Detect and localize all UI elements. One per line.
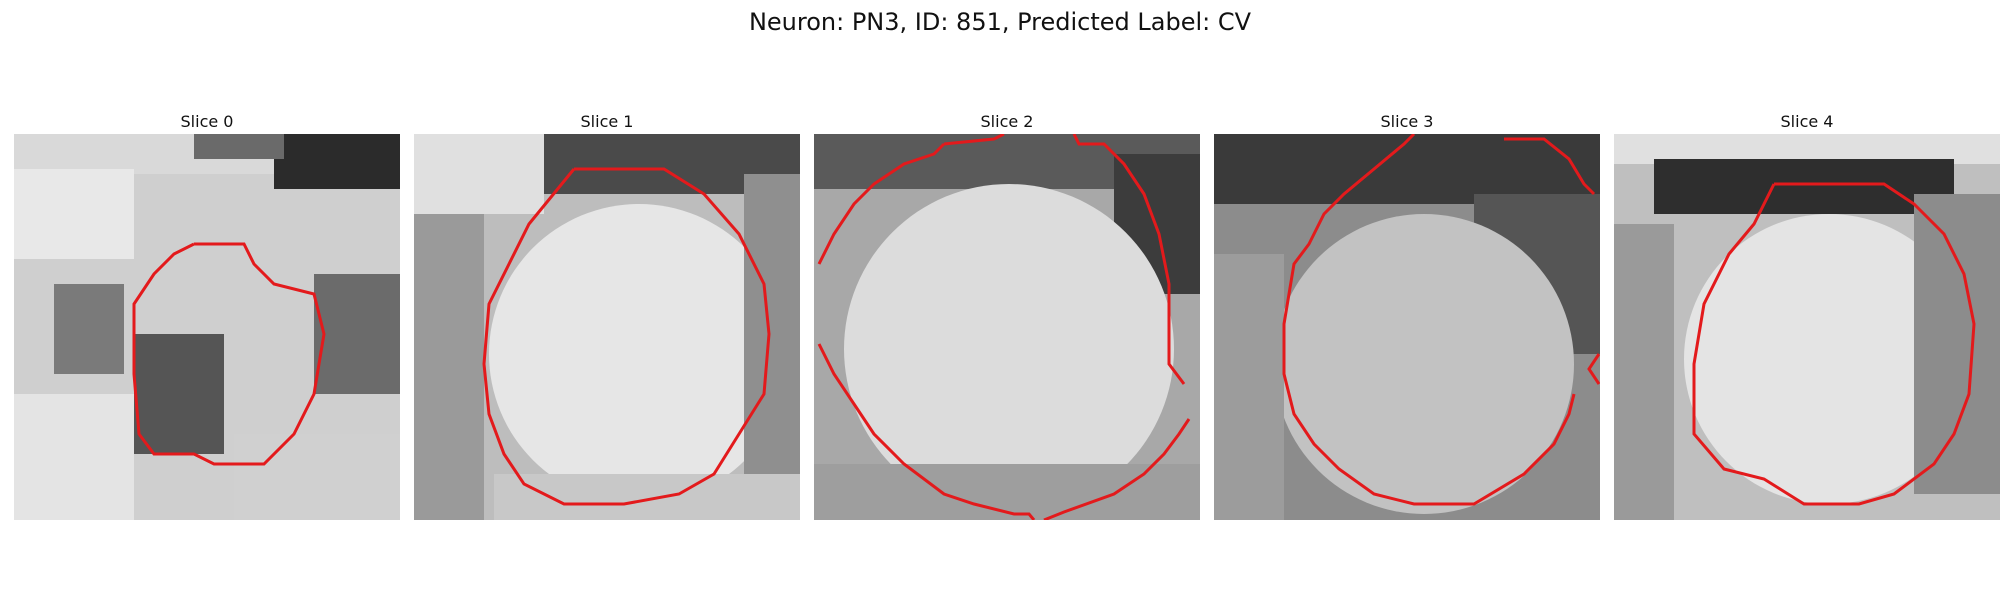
slice-panel-0: Slice 0: [14, 110, 400, 520]
slice-panel-1: Slice 1: [414, 110, 800, 520]
slice-panel-4: Slice 4: [1614, 110, 2000, 520]
figure-title: Neuron: PN3, ID: 851, Predicted Label: C…: [748, 8, 1252, 36]
slice-title-1: Slice 1: [580, 112, 634, 131]
slice-image-0: [14, 134, 400, 520]
slice-image-3: [1214, 134, 1600, 520]
slice-image-4: [1614, 134, 2000, 520]
slice-image-2: [814, 134, 1200, 520]
slice-title-4: Slice 4: [1780, 112, 1834, 131]
slice-title-3: Slice 3: [1380, 112, 1434, 131]
slice-title-2: Slice 2: [980, 112, 1034, 131]
slice-panel-3: Slice 3: [1214, 110, 1600, 520]
slice-title-0: Slice 0: [180, 112, 234, 131]
slice-image-1: [414, 134, 800, 520]
slice-panel-2: Slice 2: [814, 110, 1200, 520]
